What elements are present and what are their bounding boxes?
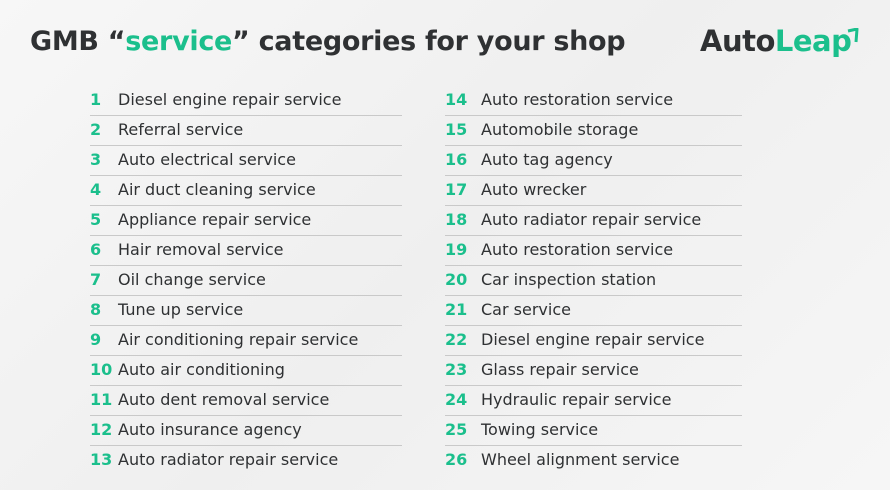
item-number: 20 <box>445 270 468 289</box>
item-number: 26 <box>445 450 468 469</box>
logo: AutoLeap <box>700 24 859 58</box>
item-number: 6 <box>90 240 102 259</box>
separator <box>445 175 742 176</box>
item-label: Auto restoration service <box>481 240 674 259</box>
separator <box>90 145 402 146</box>
item-number: 18 <box>445 210 468 229</box>
separator <box>445 355 742 356</box>
item-number: 2 <box>90 120 102 139</box>
item-number: 16 <box>445 150 468 169</box>
item-number: 11 <box>90 390 113 409</box>
separator <box>90 325 402 326</box>
separator <box>445 145 742 146</box>
separator <box>90 445 402 446</box>
separator <box>90 115 402 116</box>
separator <box>90 175 402 176</box>
separator <box>445 235 742 236</box>
item-label: Referral service <box>118 120 244 139</box>
separator <box>445 115 742 116</box>
item-label: Auto air conditioning <box>118 360 285 379</box>
item-label: Air conditioning repair service <box>118 330 359 349</box>
item-number: 5 <box>90 210 102 229</box>
separator <box>445 295 742 296</box>
separator <box>90 355 402 356</box>
item-number: 19 <box>445 240 468 259</box>
item-label: Diesel engine repair service <box>118 90 342 109</box>
item-number: 14 <box>445 90 468 109</box>
item-label: Car inspection station <box>481 270 657 289</box>
item-number: 22 <box>445 330 468 349</box>
title: GMB “service” categories for your shop <box>30 26 626 57</box>
separator <box>445 415 742 416</box>
item-number: 21 <box>445 300 468 319</box>
separator <box>90 415 402 416</box>
item-number: 25 <box>445 420 468 439</box>
item-label: Auto radiator repair service <box>118 450 339 469</box>
separator <box>90 205 402 206</box>
logo-text: Leap <box>774 24 852 58</box>
title-highlight: service <box>125 26 233 57</box>
item-label: Car service <box>481 300 571 319</box>
item-label: Auto tag agency <box>481 150 613 169</box>
title-text: GMB “ <box>30 26 126 57</box>
item-number: 23 <box>445 360 468 379</box>
item-number: 24 <box>445 390 468 409</box>
item-label: Auto restoration service <box>481 90 674 109</box>
item-number: 1 <box>90 90 102 109</box>
item-label: Hair removal service <box>118 240 284 259</box>
logo-mark <box>847 28 859 43</box>
separator <box>445 445 742 446</box>
item-label: Appliance repair service <box>118 210 312 229</box>
separator <box>90 295 402 296</box>
item-label: Auto wrecker <box>481 180 587 199</box>
separator <box>90 235 402 236</box>
item-number: 12 <box>90 420 113 439</box>
item-label: Auto electrical service <box>118 150 296 169</box>
item-label: Auto insurance agency <box>118 420 302 439</box>
item-label: Hydraulic repair service <box>481 390 672 409</box>
item-number: 9 <box>90 330 102 349</box>
item-label: Wheel alignment service <box>481 450 680 469</box>
separator <box>445 325 742 326</box>
separator <box>445 385 742 386</box>
item-number: 7 <box>90 270 102 289</box>
item-number: 8 <box>90 300 102 319</box>
title-text: ” categories for your shop <box>232 26 626 57</box>
separator <box>90 385 402 386</box>
item-label: Glass repair service <box>481 360 639 379</box>
item-label: Air duct cleaning service <box>118 180 316 199</box>
item-number: 10 <box>90 360 113 379</box>
item-number: 15 <box>445 120 468 139</box>
separator <box>445 265 742 266</box>
item-number: 3 <box>90 150 102 169</box>
item-label: Automobile storage <box>481 120 639 139</box>
item-label: Auto dent removal service <box>118 390 330 409</box>
item-number: 4 <box>90 180 102 199</box>
logo-text: Auto <box>700 24 775 58</box>
item-label: Towing service <box>481 420 599 439</box>
separator <box>445 205 742 206</box>
item-number: 17 <box>445 180 468 199</box>
separator <box>90 265 402 266</box>
item-label: Oil change service <box>118 270 266 289</box>
item-number: 13 <box>90 450 113 469</box>
item-label: Auto radiator repair service <box>481 210 702 229</box>
item-label: Tune up service <box>118 300 244 319</box>
item-label: Diesel engine repair service <box>481 330 705 349</box>
